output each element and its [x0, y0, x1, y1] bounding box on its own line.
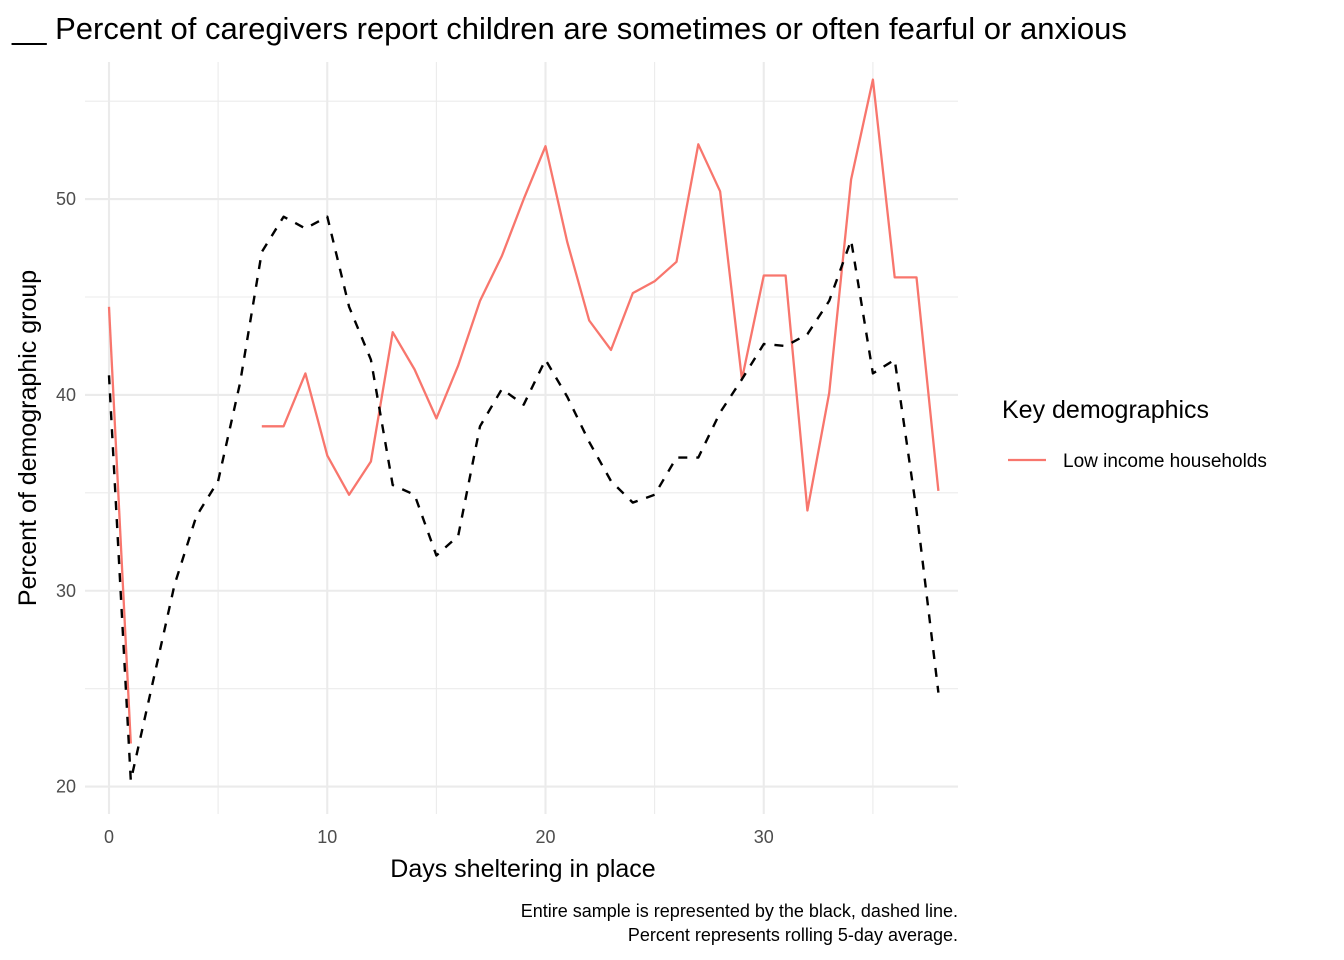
- caption-line-1: Entire sample is represented by the blac…: [521, 901, 958, 921]
- series-lines: [107, 78, 940, 782]
- legend: Key demographics Low income households: [1002, 396, 1267, 472]
- entire-sample-dashed-line: [107, 215, 940, 782]
- y-tick-label: 40: [56, 385, 76, 405]
- legend-label-low-income: Low income households: [1063, 451, 1267, 472]
- x-axis-ticks: 0 10 20 30: [104, 827, 774, 847]
- x-tick-label: 30: [754, 827, 774, 847]
- y-tick-label: 20: [56, 777, 76, 797]
- x-tick-label: 20: [535, 827, 555, 847]
- grid-lines: [85, 62, 958, 814]
- legend-title: Key demographics: [1002, 396, 1209, 424]
- y-axis-title: Percent of demographic group: [14, 270, 42, 606]
- y-tick-label: 30: [56, 581, 76, 601]
- low-income-series-line: [107, 306, 132, 744]
- plot-panel: [85, 62, 958, 814]
- chart-title: __ Percent of caregivers report children…: [11, 11, 1127, 46]
- y-axis-ticks: 20 30 40 50: [56, 189, 76, 797]
- y-tick-label: 50: [56, 189, 76, 209]
- caption-line-2: Percent represents rolling 5-day average…: [628, 925, 958, 945]
- low-income-series-line: [261, 78, 940, 512]
- x-tick-label: 10: [317, 827, 337, 847]
- x-axis-title: Days sheltering in place: [390, 855, 655, 883]
- x-tick-label: 0: [104, 827, 114, 847]
